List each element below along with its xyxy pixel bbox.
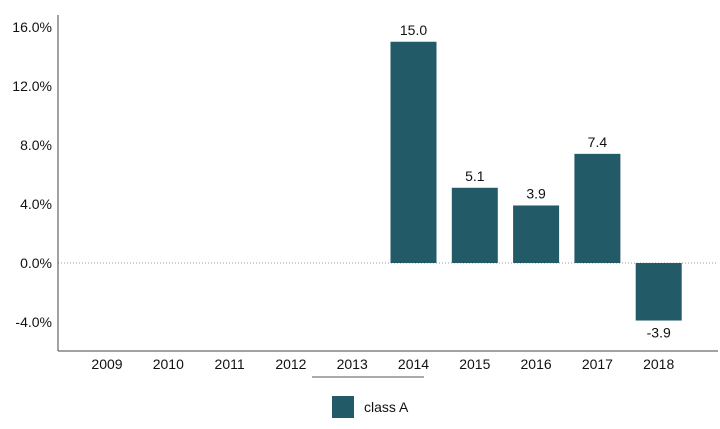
x-tick-label: 2011 [215,356,245,372]
bar-series-class-a: 15.0 5.1 3.9 7.4 -3.9 [390,22,682,341]
data-label-2015: 5.1 [465,168,485,184]
y-tick-label: -4.0% [15,314,52,330]
bar-2017 [574,153,621,263]
x-tick-label: 2016 [521,356,552,372]
x-tick-label: 2015 [459,356,490,372]
legend-label-class-a: class A [364,399,409,415]
legend: class A [332,396,409,418]
x-tick-label: 2012 [275,356,306,372]
bar-2018 [635,263,682,321]
bar-2015 [451,187,498,263]
x-axis-ticks: 2009 2010 2011 2012 2013 2014 2015 2016 2017 2018 [91,356,674,372]
data-label-2014: 15.0 [400,22,427,38]
bar-2016 [513,205,560,263]
y-tick-label: 4.0% [20,196,52,212]
data-label-2018: -3.9 [647,325,671,341]
y-axis-ticks: 16.0% 12.0% 8.0% 4.0% 0.0% -4.0% [12,19,52,330]
y-tick-label: 0.0% [20,255,52,271]
x-tick-label: 2018 [643,356,674,372]
bar-2014 [390,41,437,263]
data-label-2017: 7.4 [588,134,608,150]
legend-swatch-class-a [332,396,354,418]
y-tick-label: 8.0% [20,137,52,153]
x-tick-label: 2017 [582,356,613,372]
y-tick-label: 16.0% [12,19,52,35]
x-tick-label: 2010 [153,356,184,372]
data-label-2016: 3.9 [526,185,546,201]
y-tick-label: 12.0% [12,78,52,94]
x-tick-label: 2009 [91,356,122,372]
x-tick-label: 2013 [337,356,368,372]
x-tick-label: 2014 [398,356,429,372]
